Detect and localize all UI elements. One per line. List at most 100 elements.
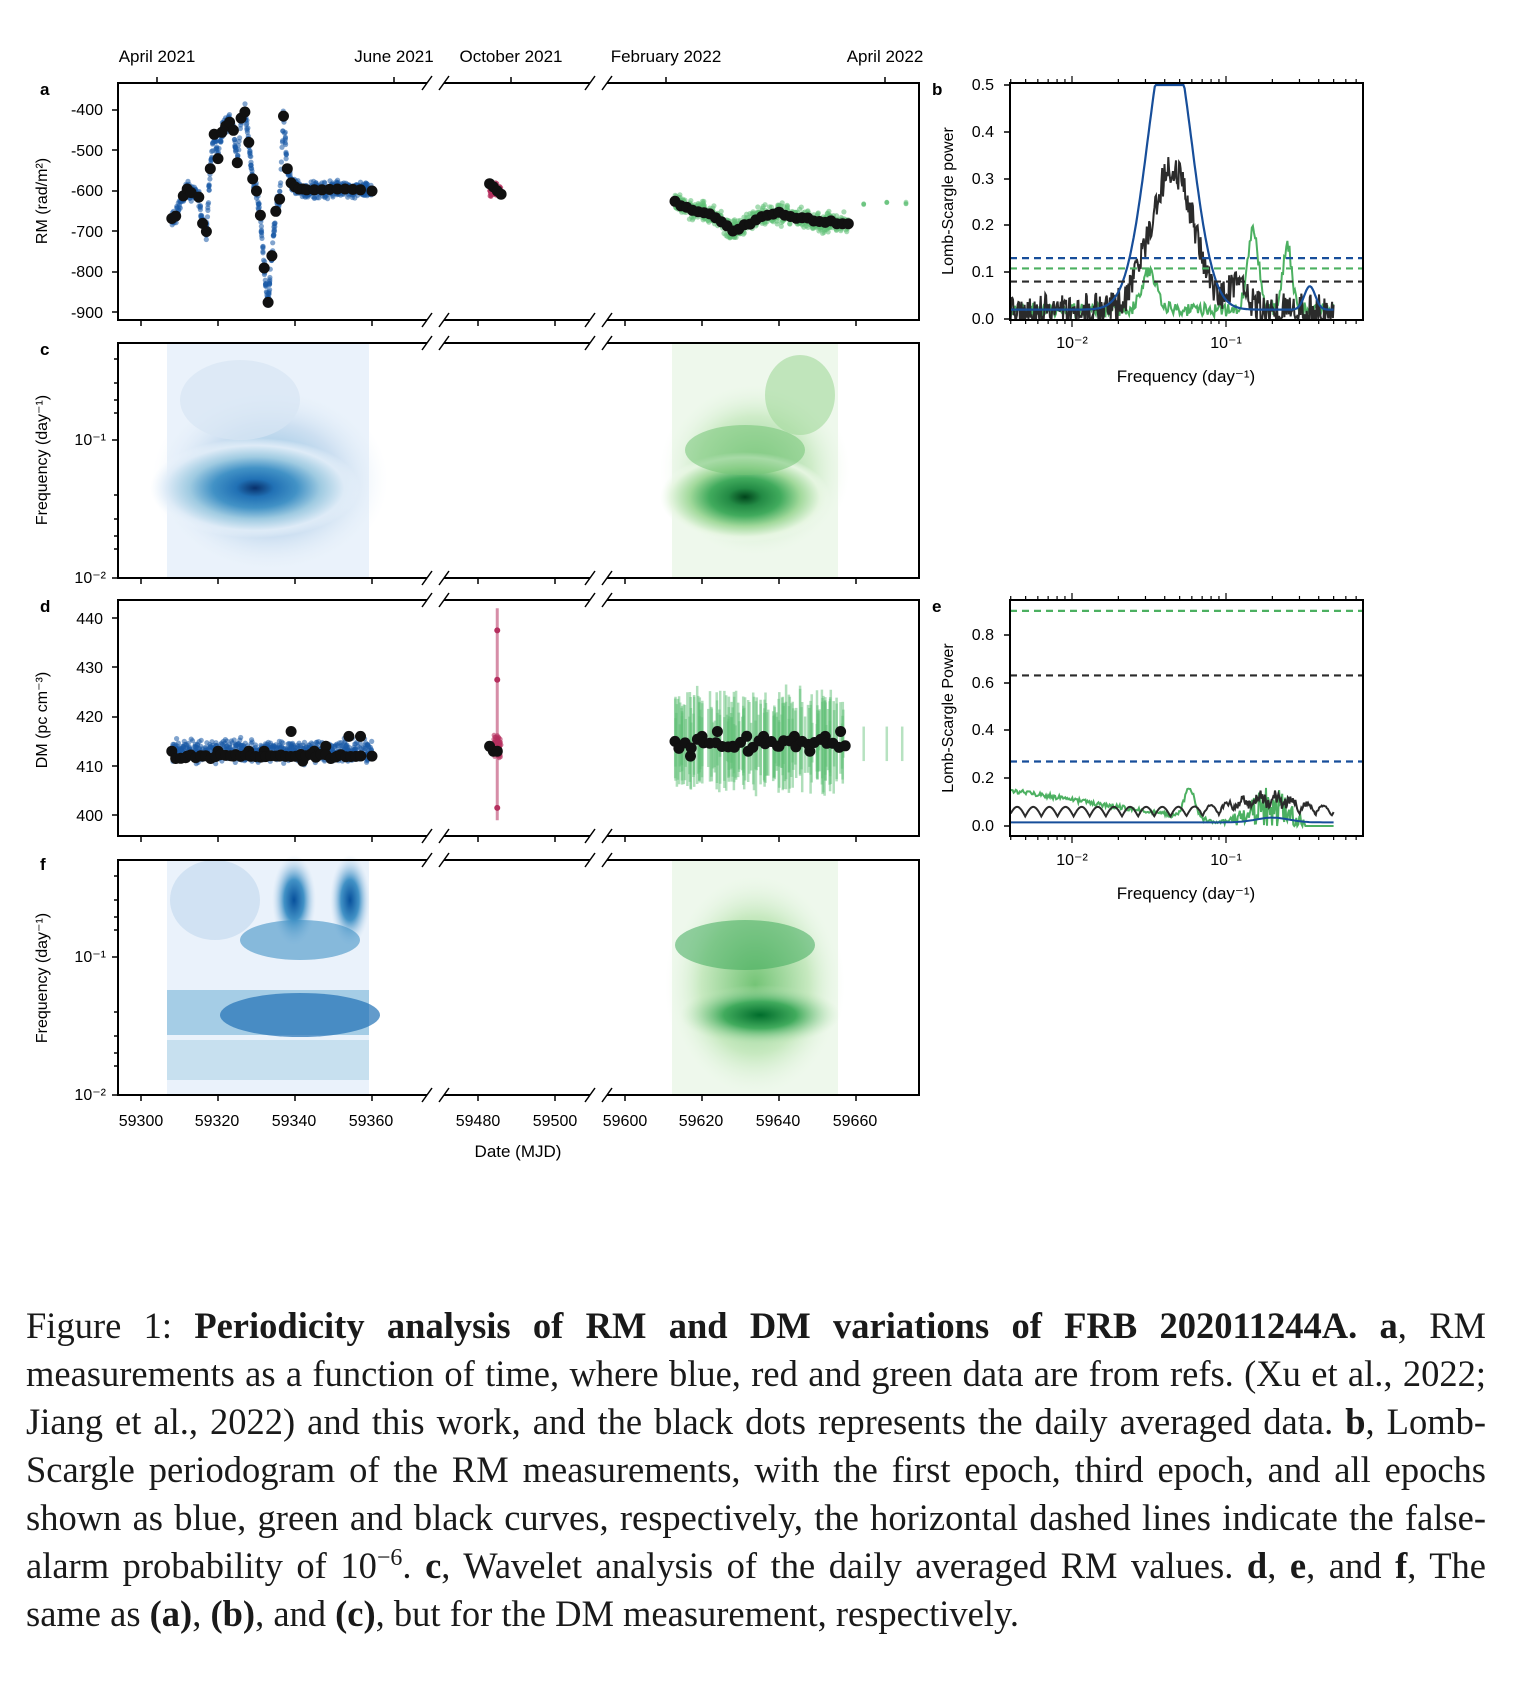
dm-blue-point	[237, 737, 243, 743]
rm-daily-average-point	[366, 185, 378, 197]
wavelet-f-green-outer	[665, 870, 845, 1100]
caption-lead: Figure 1:	[26, 1305, 195, 1346]
rm-blue-point	[237, 135, 243, 141]
panel-c: 10⁻¹ 10⁻² Frequency (day⁻¹)	[34, 342, 920, 587]
rm-green-point	[820, 230, 826, 236]
panel-b: 0.5 0.4 0.3 0.2 0.1 0.0 10⁻² 10⁻¹ Freque…	[940, 76, 1364, 386]
rm-blue-point	[271, 232, 277, 238]
rm-daily-average-point	[270, 205, 282, 217]
panel-d: 440 430 420 410 400 DM (pc cm⁻³)	[34, 599, 920, 837]
dm-red-point	[494, 676, 501, 683]
rm-green-point	[779, 200, 785, 206]
rm-blue-point	[312, 194, 318, 201]
top-date-label: February 2022	[611, 47, 722, 66]
dm-red-point	[494, 627, 501, 634]
x-tick-labels: 59300 59320 59340 59360 59480 59500 5952…	[119, 1113, 878, 1130]
dm-daily-average-point	[320, 740, 332, 752]
rm-blue-point	[260, 248, 266, 255]
rm-blue-point	[316, 195, 322, 201]
rm-blue-point	[205, 201, 211, 207]
wavelet-c-green-core	[660, 452, 830, 542]
rm-daily-average-point	[231, 157, 243, 169]
wavelet-f-blue-core	[220, 993, 380, 1037]
ls-b-y-axis-label: Lomb-Scargle power	[940, 127, 957, 275]
y-tick-label: 0.2	[972, 217, 994, 234]
rm-daily-average-point	[262, 296, 274, 308]
freq-tick-label: 10⁻²	[74, 1087, 106, 1104]
axis-breaks	[118, 75, 919, 1106]
wavelet-c-blue-core	[150, 438, 360, 538]
dm-daily-average-point	[839, 740, 851, 752]
ls-dm-blue-curve	[1010, 816, 1334, 824]
dm-red-point	[491, 737, 497, 742]
rm-blue-point	[197, 205, 203, 211]
rm-daily-average-point	[495, 188, 507, 200]
dm-blue-point	[362, 745, 368, 752]
rm-green-point	[903, 201, 909, 207]
x-tickmarks	[140, 77, 886, 1101]
wavelet-f-blue-topleft	[170, 860, 260, 940]
caption-ref-d: d	[1246, 1545, 1268, 1586]
y-tick-label: -900	[71, 305, 103, 322]
rm-green-point	[784, 202, 790, 208]
x-tick-label: 59320	[195, 1113, 240, 1130]
rm-blue-point	[280, 128, 286, 134]
caption-ref-pc: (c)	[335, 1593, 376, 1634]
y-tick-label: 0.6	[972, 675, 994, 692]
rm-daily-average-point	[301, 184, 313, 196]
rm-daily-average-point	[251, 185, 262, 197]
y-tick-label: -800	[71, 264, 103, 281]
rm-blue-point	[210, 148, 216, 154]
rm-blue-point	[277, 188, 283, 195]
dm-daily-average-point	[355, 750, 367, 762]
x-tick-label: 59480	[456, 1113, 501, 1130]
freq-tick-label: 10⁻²	[74, 570, 106, 587]
y-tick-label: -700	[71, 224, 103, 241]
rm-blue-point	[249, 168, 255, 174]
rm-blue-point	[232, 147, 239, 153]
dm-blue-point	[265, 739, 271, 745]
rm-blue-point	[272, 221, 278, 227]
rm-daily-average-point	[266, 250, 278, 262]
rm-daily-average-point	[193, 191, 205, 203]
x-tick-label: 59600	[603, 1113, 648, 1130]
caption-text: , but for the DM measurement, respective…	[375, 1593, 1019, 1634]
rm-green-point	[677, 192, 683, 198]
dm-blue-point	[276, 738, 282, 745]
panel-f: 10⁻¹ 10⁻² Frequency (day⁻¹)	[34, 855, 920, 1104]
dm-blue-point	[233, 742, 239, 748]
panel-letter-e: e	[932, 597, 941, 616]
x-tick-label: 59500	[533, 1113, 578, 1130]
x-tick-label: 59300	[119, 1113, 164, 1130]
dm-blue-point	[285, 741, 291, 747]
rm-y-axis-label: RM (rad/m²)	[34, 158, 51, 244]
caption-title: Periodicity analysis of RM and DM variat…	[194, 1305, 1358, 1346]
rm-daily-average-point	[227, 124, 239, 136]
dm-blue-point	[306, 742, 312, 748]
rm-blue-point	[258, 229, 264, 235]
rm-daily-average-point	[842, 218, 854, 230]
dm-blue-point	[344, 742, 350, 748]
rm-green-point	[775, 202, 781, 208]
rm-green-point	[816, 228, 822, 234]
rm-daily-average-point	[247, 173, 259, 185]
rm-y-tickmarks	[112, 109, 118, 313]
rm-green-point	[797, 206, 803, 212]
rm-daily-average-point	[278, 110, 289, 122]
y-tick-label: 430	[76, 660, 103, 677]
x-tick-label: 59620	[679, 1113, 724, 1130]
rm-blue-point	[248, 162, 254, 168]
rm-daily-average-point	[243, 136, 255, 148]
y-tick-label: 0.1	[972, 264, 994, 281]
rm-blue-point	[261, 257, 267, 263]
caption-ref-b: b	[1345, 1401, 1366, 1442]
rm-daily-average-point	[239, 106, 251, 118]
rm-blue-point	[266, 280, 273, 286]
panel-letters: a b c d e f	[40, 80, 942, 874]
panel-letter-a: a	[40, 80, 50, 99]
dm-blue-point	[174, 736, 180, 742]
caption-ref-a: a	[1379, 1305, 1398, 1346]
ls-freq-tick-label: 10⁻²	[1056, 335, 1088, 352]
dm-blue-point	[249, 737, 255, 743]
dm-daily-average-point	[685, 742, 697, 754]
